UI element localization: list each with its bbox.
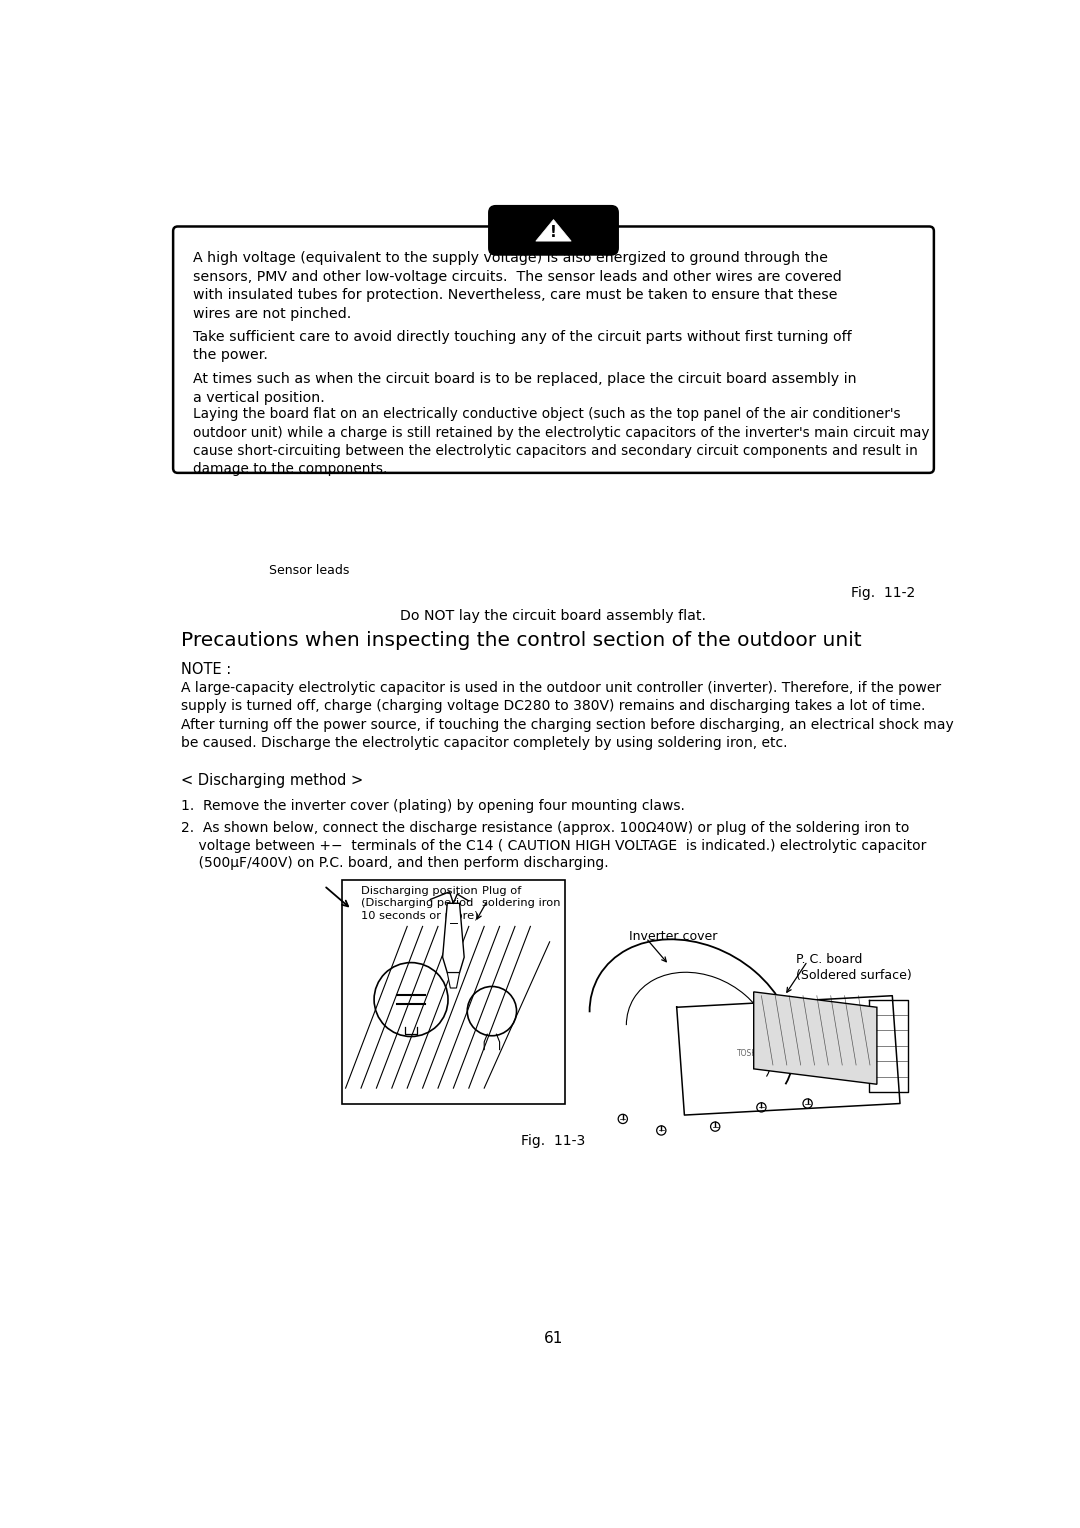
FancyBboxPatch shape (173, 226, 934, 472)
Text: 2.  As shown below, connect the discharge resistance (approx. 100Ω40W) or plug o: 2. As shown below, connect the discharge… (180, 821, 909, 834)
Text: Do NOT lay the circuit board assembly flat.: Do NOT lay the circuit board assembly fl… (401, 610, 706, 623)
Text: Discharging position
(Discharging period
10 seconds or more): Discharging position (Discharging period… (361, 886, 478, 920)
Polygon shape (447, 973, 460, 989)
Text: Fig.  11-2: Fig. 11-2 (851, 587, 916, 601)
Text: Inverter cover: Inverter cover (629, 931, 717, 943)
FancyBboxPatch shape (488, 205, 619, 255)
Text: Precautions when inspecting the control section of the outdoor unit: Precautions when inspecting the control … (180, 631, 862, 651)
Text: Plug of
soldering iron: Plug of soldering iron (482, 886, 561, 908)
Text: P. C. board
(Soldered surface): P. C. board (Soldered surface) (796, 953, 912, 983)
Polygon shape (536, 220, 571, 241)
Text: Laying the board flat on an electrically conductive object (such as the top pane: Laying the board flat on an electrically… (193, 408, 930, 475)
Text: Sensor leads: Sensor leads (269, 564, 349, 576)
Polygon shape (443, 903, 464, 973)
Text: Fig.  11-3: Fig. 11-3 (522, 1134, 585, 1149)
Text: 61: 61 (544, 1331, 563, 1346)
Text: Take sufficient care to avoid directly touching any of the circuit parts without: Take sufficient care to avoid directly t… (193, 330, 852, 362)
Text: A large-capacity electrolytic capacitor is used in the outdoor unit controller (: A large-capacity electrolytic capacitor … (180, 681, 954, 750)
Polygon shape (754, 992, 877, 1085)
Text: NOTE :: NOTE : (180, 662, 231, 677)
Text: TOSHIBA: TOSHIBA (737, 1048, 770, 1057)
Polygon shape (341, 880, 565, 1103)
Text: voltage between +−  terminals of the C14 ( CAUTION HIGH VOLTAGE  is indicated.) : voltage between +− terminals of the C14 … (180, 839, 927, 854)
Text: At times such as when the circuit board is to be replaced, place the circuit boa: At times such as when the circuit board … (193, 371, 856, 405)
Text: < Discharging method >: < Discharging method > (180, 773, 363, 788)
Text: 1.  Remove the inverter cover (plating) by opening four mounting claws.: 1. Remove the inverter cover (plating) b… (180, 799, 685, 813)
Text: A high voltage (equivalent to the supply voltage) is also energized to ground th: A high voltage (equivalent to the supply… (193, 251, 842, 321)
Text: !: ! (550, 225, 557, 240)
Text: (500μF/400V) on P.C. board, and then perform discharging.: (500μF/400V) on P.C. board, and then per… (180, 856, 608, 871)
